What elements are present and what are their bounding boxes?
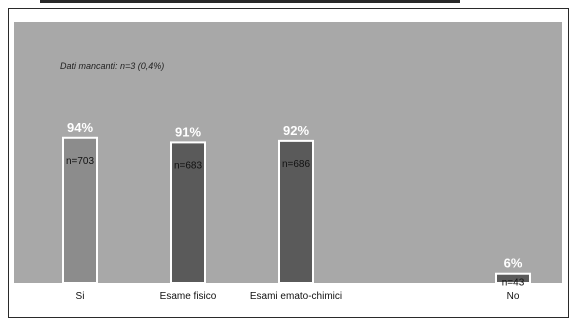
bar-2 [170,141,206,284]
count-label-4: n=43 [502,278,525,289]
top-rule [40,0,460,3]
category-label-2: Esame fisico [160,291,217,302]
value-label-2: 91% [175,124,201,139]
category-label-4: No [507,291,520,302]
value-label-1: 94% [67,120,93,135]
category-label-1: Si [76,291,85,302]
count-label-3: n=686 [282,159,311,170]
bar-3 [278,139,314,284]
category-label-3: Esami emato-chimici [250,291,342,302]
count-label-2: n=683 [174,160,203,171]
value-label-3: 92% [283,123,309,138]
count-label-1: n=703 [66,156,95,167]
bar-4 [495,272,531,285]
missing-data-note: Dati mancanti: n=3 (0,4%) [60,61,165,71]
bar-1 [62,136,98,284]
value-label-4: 6% [504,256,523,271]
